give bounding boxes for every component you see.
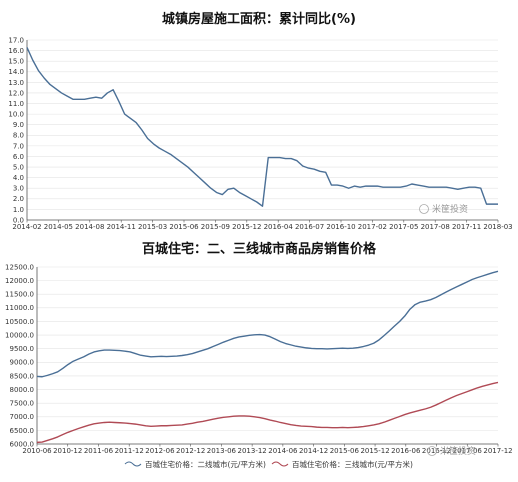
x-tick-label: 2011-12 xyxy=(115,447,144,455)
x-tick-label: 2017-06 xyxy=(453,447,483,455)
construction-area-chart: 城镇房屋施工面积：累计同比(%) 0.0 1.0 2.0 3.0 4.0 5.0 6.0 7.… xyxy=(0,0,518,236)
x-tick-label: 2014-05 xyxy=(44,223,73,231)
watermark-logo-icon xyxy=(427,446,437,456)
watermark-logo-icon xyxy=(419,204,429,214)
y-tick-label: 8.0 xyxy=(13,132,24,140)
y-tick-label: 6.0 xyxy=(13,153,24,161)
y-tick-label: 9.0 xyxy=(13,121,24,129)
y-tick-label: 7000.0 xyxy=(10,413,35,421)
y-tick-label: 2.0 xyxy=(13,195,24,203)
x-tick-label: 2010-06 xyxy=(22,447,52,455)
y-tick-label: 14.0 xyxy=(8,68,24,76)
y-tick-label: 11.0 xyxy=(8,100,24,108)
x-tick-label: 2017-05 xyxy=(389,223,418,231)
watermark-text: 米筐投资 xyxy=(440,445,476,457)
y-tick-label: 15.0 xyxy=(8,58,24,66)
x-tick-label: 2014-06 xyxy=(268,447,298,455)
x-tick-label: 2015-06 xyxy=(169,223,199,231)
x-tick-label: 2011-06 xyxy=(84,447,114,455)
legend-swatch xyxy=(271,461,289,467)
x-tick-label: 2016-10 xyxy=(326,223,355,231)
x-tick-label: 2017-02 xyxy=(358,223,387,231)
x-tick-label: 2013-12 xyxy=(238,447,267,455)
x-tick-label: 2014-08 xyxy=(75,223,104,231)
y-tick-label: 8500.0 xyxy=(10,372,35,380)
y-tick-label: 11500.0 xyxy=(5,291,34,299)
legend-entry: 百城住宅价格：二线城市(元/平方米) xyxy=(145,459,266,469)
x-tick-label: 2015-03 xyxy=(138,223,167,231)
y-tick-label: 6000.0 xyxy=(10,440,35,448)
x-tick-label: 2017-11 xyxy=(452,223,481,231)
x-tick-label: 2017-08 xyxy=(421,223,450,231)
y-tick-label: 16.0 xyxy=(8,47,24,55)
y-tick-label: 10500.0 xyxy=(5,318,34,326)
x-tick-label: 2017-12 xyxy=(483,447,512,455)
x-tick-label: 2015-06 xyxy=(330,447,360,455)
y-tick-label: 8000.0 xyxy=(10,386,35,394)
housing-price-chart: 百城住宅：二、三线城市商品房销售价格 6000.0 6500.0 7000.0 750… xyxy=(0,236,518,482)
housing-price-plot: 6000.0 6500.0 7000.0 7500.0 8000.0 8500.0 9000… xyxy=(5,263,513,469)
y-tick-label: 10000.0 xyxy=(5,331,34,339)
y-tick-label: 7.0 xyxy=(13,142,24,150)
legend-entry: 百城住宅价格：三线城市(元/平方米) xyxy=(292,459,413,469)
x-tick-label: 2015-12 xyxy=(232,223,261,231)
x-tick-label: 2015-09 xyxy=(201,223,230,231)
y-tick-label: 6500.0 xyxy=(10,427,35,435)
y-tick-label: 4.0 xyxy=(13,174,24,182)
y-tick-label: 5.0 xyxy=(13,163,24,171)
x-tick-label: 2013-06 xyxy=(207,447,237,455)
x-tick-label: 2014-11 xyxy=(107,223,136,231)
series-line xyxy=(36,270,499,378)
x-tick-label: 2016-04 xyxy=(264,223,294,231)
y-tick-label: 1.0 xyxy=(13,206,24,214)
series-line xyxy=(36,381,499,444)
y-tick-label: 9500.0 xyxy=(10,345,35,353)
construction-area-plot: 0.0 1.0 2.0 3.0 4.0 5.0 6.0 7.0 8.0 9.0 10.0 11.0 12… xyxy=(8,36,512,231)
x-tick-label: 2010-12 xyxy=(53,447,82,455)
chart-title: 城镇房屋施工面积：累计同比(%) xyxy=(162,12,356,27)
x-tick-label: 2012-06 xyxy=(145,447,175,455)
y-tick-label: 12500.0 xyxy=(5,263,34,271)
y-tick-label: 7500.0 xyxy=(10,400,35,408)
x-tick-label: 2015-12 xyxy=(360,447,389,455)
legend-swatch xyxy=(124,461,142,467)
y-tick-label: 13.0 xyxy=(8,79,24,87)
x-tick-label: 2012-12 xyxy=(176,447,205,455)
watermark-text: 米筐投资 xyxy=(432,203,468,215)
y-tick-label: 3.0 xyxy=(13,185,24,193)
x-tick-label: 2016-07 xyxy=(295,223,324,231)
y-tick-label: 11000.0 xyxy=(5,304,34,312)
x-tick-label: 2018-03 xyxy=(483,223,512,231)
series-line xyxy=(26,47,498,207)
y-tick-label: 17.0 xyxy=(8,36,24,44)
x-tick-label: 2014-12 xyxy=(299,447,328,455)
y-tick-label: 0.0 xyxy=(13,216,24,224)
y-tick-label: 10.0 xyxy=(8,111,24,119)
y-tick-label: 9000.0 xyxy=(10,359,35,367)
x-tick-label: 2014-02 xyxy=(12,223,41,231)
x-tick-label: 2016-06 xyxy=(391,447,421,455)
y-tick-label: 12.0 xyxy=(8,89,24,97)
y-tick-label: 12000.0 xyxy=(5,277,34,285)
chart-title: 百城住宅：二、三线城市商品房销售价格 xyxy=(141,242,376,257)
